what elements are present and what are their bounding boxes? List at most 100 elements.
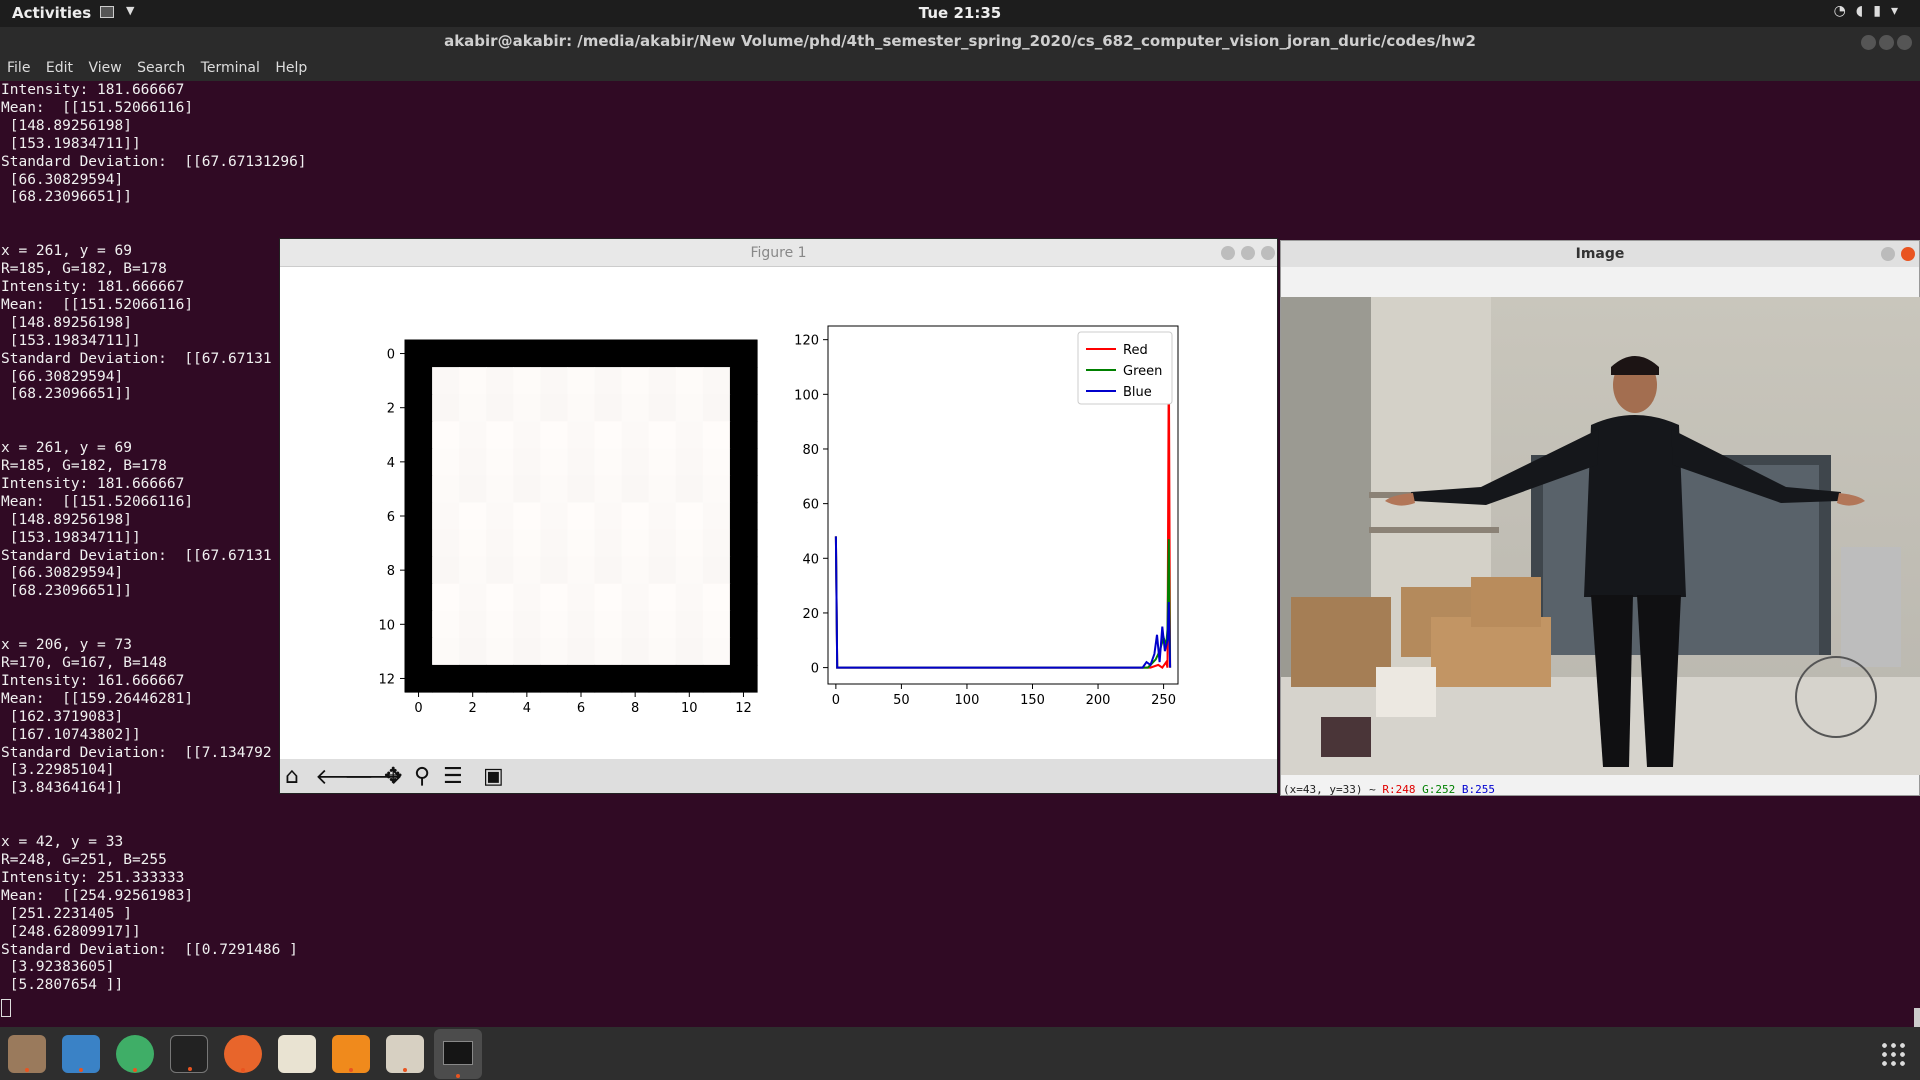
terminal-line — [1, 798, 307, 816]
close-button[interactable] — [1901, 247, 1915, 261]
image-window[interactable]: Image — [1280, 240, 1920, 796]
save-icon[interactable]: ▣ — [483, 764, 504, 789]
terminal-line — [1, 422, 307, 440]
terminal-line: [153.19834711]] — [1, 332, 141, 349]
heatmap-cell — [621, 556, 650, 585]
window-title: akabir@akabir: /media/akabir/New Volume/… — [444, 32, 1476, 50]
terminal-cursor — [1, 999, 11, 1017]
heatmap-cell — [540, 367, 569, 395]
heatmap-ytick-label: 0 — [387, 348, 395, 363]
files-icon[interactable] — [8, 1035, 46, 1073]
heatmap-cell — [648, 448, 677, 476]
heatmap-cell — [513, 394, 541, 422]
notes-icon[interactable] — [278, 1035, 316, 1073]
menu-search[interactable]: Search — [137, 60, 186, 76]
figure-window[interactable]: Figure 1 0 2 4 6 8 10 12 0 2 4 6 8 10 12 0 50 100 150 200 2… — [279, 238, 1278, 794]
heatmap-ytick-label: 10 — [378, 618, 395, 633]
heatmap-cell — [405, 421, 433, 449]
battery-icon[interactable]: ▮ — [1873, 3, 1891, 19]
heatmap-cell — [675, 637, 704, 666]
terminal-line: Standard Deviation: [[7.134792 — [1, 744, 272, 761]
heatmap-cell — [459, 340, 487, 368]
heatmap-ytick-label: 6 — [387, 510, 395, 525]
heatmap-cell — [459, 448, 487, 476]
image-viewer-icon[interactable] — [386, 1035, 424, 1073]
activities-button[interactable]: Activities — [12, 4, 92, 22]
pixel-blue-value: B:255 — [1461, 783, 1495, 796]
text-editor-icon[interactable] — [62, 1035, 100, 1073]
heatmap-cell — [621, 637, 650, 666]
home-icon[interactable]: ⌂ — [285, 764, 299, 789]
forward-arrow-icon[interactable]: 🡒 — [344, 765, 403, 790]
heatmap-cell — [621, 664, 650, 693]
heatmap-cell — [702, 340, 731, 368]
terminal-scrollbar[interactable] — [1914, 1008, 1920, 1028]
close-button[interactable] — [1261, 246, 1275, 260]
terminal-line — [1, 601, 307, 619]
heatmap-cell — [594, 610, 623, 639]
heatmap-cell — [405, 556, 433, 585]
maximize-button[interactable] — [1241, 246, 1255, 260]
terminal-line: x = 206, y = 73 — [1, 637, 132, 654]
menu-file[interactable]: File — [7, 60, 31, 76]
menu-view[interactable]: View — [88, 60, 122, 76]
maximize-button[interactable] — [1879, 35, 1894, 50]
heatmap-cell — [621, 475, 650, 504]
heatmap-cell — [729, 367, 758, 395]
active-app-icon[interactable] — [434, 1029, 482, 1079]
terminal-line: [3.92383605] — [1, 959, 115, 976]
terminal-icon[interactable] — [170, 1035, 208, 1073]
heatmap-xtick-label: 8 — [631, 701, 639, 716]
camera-image[interactable] — [1281, 297, 1920, 775]
subplots-icon[interactable]: ☰ — [443, 764, 463, 789]
heatmap-cell — [675, 529, 704, 558]
heatmap-cell — [648, 529, 677, 558]
wifi-icon[interactable]: ◔ — [1833, 3, 1856, 19]
chevron-down-icon[interactable]: ▼ — [126, 4, 135, 17]
heatmap-cell — [702, 367, 731, 395]
heatmap-cell — [432, 502, 460, 531]
minimize-button[interactable] — [1881, 247, 1895, 261]
image-statusbar: (x=43, y=33) ~ R:248 G:252 B:255 — [1283, 783, 1495, 796]
heatmap-cell — [594, 448, 623, 476]
heatmap-cell — [594, 556, 623, 585]
menu-terminal[interactable]: Terminal — [200, 60, 260, 76]
heatmap-cell — [540, 556, 569, 585]
heatmap-cell — [702, 448, 731, 476]
heatmap-cell — [486, 502, 514, 531]
menu-edit[interactable]: Edit — [45, 60, 74, 76]
heatmap-cell — [540, 583, 569, 612]
volume-icon[interactable]: ◖ — [1855, 3, 1874, 19]
firefox-icon[interactable] — [224, 1035, 262, 1073]
terminal-line: Intensity: 181.666667 — [1, 278, 185, 295]
heatmap-cell — [702, 502, 731, 531]
heatmap-cell — [486, 583, 514, 612]
close-button[interactable] — [1897, 35, 1912, 50]
show-applications-icon[interactable] — [1880, 1041, 1906, 1067]
pdf-reader-icon[interactable] — [332, 1035, 370, 1073]
heatmap-cell — [486, 475, 514, 504]
heatmap-cell — [729, 394, 758, 422]
legend-label-green: Green — [1123, 364, 1162, 379]
minimize-button[interactable] — [1221, 246, 1235, 260]
zoom-icon[interactable]: ⚲ — [414, 764, 431, 789]
clock[interactable]: Tue 21:35 — [918, 4, 1002, 22]
atom-icon[interactable] — [116, 1035, 154, 1073]
terminal-line: [251.2231405 ] — [1, 905, 132, 922]
system-tray[interactable]: ◔◖▮▾ — [1834, 3, 1908, 19]
minimize-button[interactable] — [1861, 35, 1876, 50]
chevron-down-icon[interactable]: ▾ — [1890, 3, 1908, 19]
menu-help[interactable]: Help — [275, 60, 308, 76]
heatmap-cell — [675, 340, 704, 368]
heatmap-cell — [594, 664, 623, 693]
terminal-output[interactable]: Intensity: 181.666667 Mean: [[151.5206611… — [1, 82, 307, 995]
keyboard-layout-icon[interactable] — [100, 6, 114, 18]
heatmap-cell — [405, 529, 433, 558]
heatmap-cell — [513, 340, 541, 368]
heatmap-cell — [567, 610, 596, 639]
pan-icon[interactable]: ✥ — [384, 764, 403, 789]
heatmap-xtick-label: 6 — [577, 701, 585, 716]
back-arrow-icon[interactable]: 🡐 — [315, 765, 374, 790]
heatmap-cell — [540, 637, 569, 666]
